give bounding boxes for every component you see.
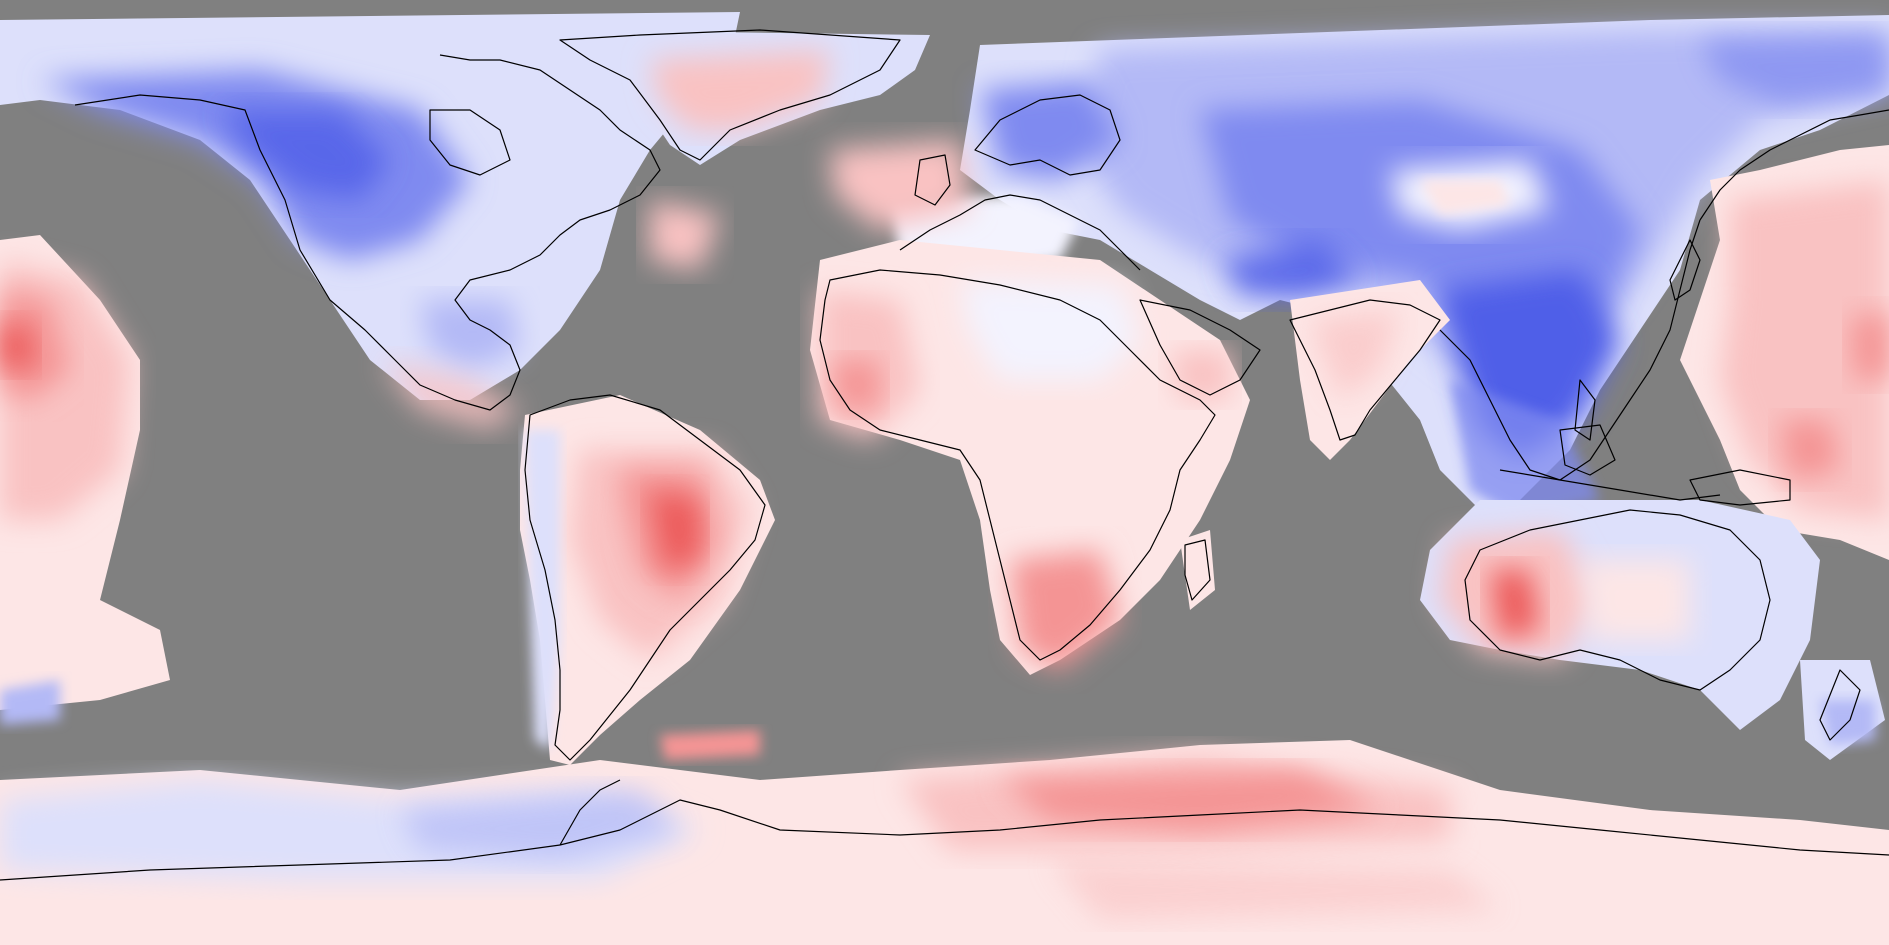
coastlines	[0, 29, 1889, 881]
antarctica-cold-west-inner	[400, 790, 680, 860]
india-warm-light	[1310, 310, 1400, 400]
north-america-cold-strong	[220, 110, 390, 200]
newfoundland-warm-patch	[650, 200, 720, 270]
coastline-borneo	[1559, 424, 1616, 476]
australia-warm-strong	[1490, 570, 1540, 640]
coastline-north-america	[74, 54, 661, 411]
region-eurasia	[830, 15, 1889, 520]
pacific-west-cold-fringe	[0, 680, 60, 725]
coastline-antarctic-peninsula	[559, 779, 621, 846]
coastline-antarctica	[0, 799, 1889, 881]
region-north-america	[0, 12, 740, 430]
british-isles-warm	[830, 140, 970, 230]
coastline-scandinavia	[974, 94, 1121, 176]
gulf-cold-patch	[420, 300, 520, 370]
west-pacific-warm-medium	[1780, 420, 1840, 480]
region-south-america	[520, 395, 775, 765]
region-antarctica	[0, 740, 1889, 945]
central-asia-warm-inner	[1420, 180, 1510, 215]
tibet-cold-strong	[1220, 240, 1360, 300]
patagonia-warm-strip	[660, 730, 760, 760]
coastline-south-america	[524, 394, 766, 761]
region-greenland	[560, 30, 930, 165]
west-africa-warm-strong	[830, 360, 880, 410]
west-pacific-warm-medium-east	[1850, 310, 1889, 380]
mexico-warm-patch	[380, 360, 520, 430]
coastline-new-zealand	[1819, 669, 1861, 741]
south-america-warm-strong	[650, 490, 700, 570]
indochina-cold-fringe	[1450, 380, 1600, 520]
andes-cold-strip	[525, 430, 560, 750]
sahara-neutral	[960, 280, 1140, 380]
coastline-east-asia	[1699, 109, 1889, 221]
arctic-siberia-cold	[1700, 35, 1889, 105]
coastline-australia	[1464, 509, 1771, 691]
antarctica-warm-interior	[1050, 860, 1500, 920]
australia-warm-center	[1580, 560, 1690, 640]
coastline-europe	[899, 194, 1141, 271]
coastline-africa	[819, 269, 1216, 661]
coastline-southeast-asia	[1439, 219, 1701, 481]
coastline-greenland	[559, 29, 901, 161]
coastline-indonesia	[1499, 469, 1721, 501]
coastline-japan	[1669, 239, 1701, 301]
coastline-new-guinea	[1689, 469, 1791, 506]
region-central-pacific-west	[0, 235, 170, 725]
pacific-west-warm-medium	[0, 290, 70, 400]
region-africa	[810, 240, 1250, 675]
coastline-philippines	[1574, 379, 1596, 441]
region-western-pacific	[1680, 145, 1889, 560]
coastline-madagascar	[1184, 539, 1211, 601]
antarctica-warm-core	[1000, 770, 1380, 830]
africa-anomaly-base	[810, 240, 1250, 675]
north-america-cold-core	[40, 70, 470, 260]
coastline-india	[1289, 299, 1441, 441]
pacific-west-warm-strong	[0, 320, 35, 370]
west-pacific-warm-light	[1720, 180, 1889, 520]
horn-warm	[1170, 350, 1230, 400]
southern-africa-warm	[1010, 550, 1120, 670]
region-australia	[1420, 500, 1885, 760]
coastline-british-isles	[914, 154, 951, 206]
coastline-arabia	[1139, 299, 1261, 396]
coastline-hudson-bay	[429, 109, 511, 176]
scandinavia-cold	[980, 80, 1120, 180]
greenland-warm-patch	[650, 50, 830, 130]
